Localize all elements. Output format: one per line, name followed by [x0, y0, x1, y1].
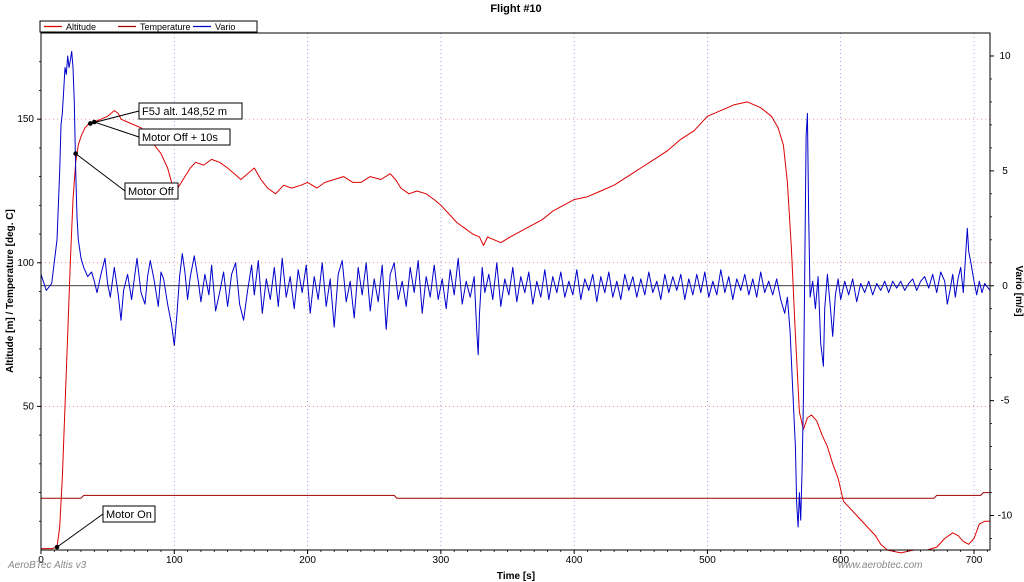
series-line-altitude — [41, 101, 990, 554]
annotation-box — [102, 505, 156, 523]
annotations-layer: F5J alt. 148,52 m Motor Off + 10s Motor Of… — [54, 102, 243, 550]
series-line-vario — [40, 50, 991, 528]
x-tick-label: 100 — [166, 555, 183, 566]
annotation-marker — [88, 121, 93, 126]
legend-box — [39, 20, 258, 33]
annotation-leader — [75, 153, 126, 192]
annotation-marker — [92, 119, 97, 125]
y-right-tick-label: 10 — [999, 51, 1011, 62]
chart-title: Flight #10 — [490, 3, 541, 15]
legend: Altitude Temperature Vario — [39, 20, 258, 33]
x-axis-title: Time [s] — [497, 571, 535, 582]
series-line-temperature — [41, 492, 990, 499]
series-layer — [40, 50, 991, 554]
y-right-tick-label: 5 — [1002, 166, 1008, 177]
x-tick-label: 600 — [832, 555, 849, 566]
annotation-label: Motor Off + 10s — [142, 132, 218, 144]
annotation-label: Motor On — [106, 509, 152, 521]
y-left-tick-label: 100 — [17, 258, 34, 269]
annotation-leader — [56, 513, 104, 548]
y-left-tick-label: 50 — [23, 401, 35, 412]
legend-label-temperature: Temperature — [140, 22, 191, 32]
ticks-layer: 0 100 200 300 400 500 600 700 50 100 150 -10 -5 0 5 10 — [17, 51, 1012, 566]
x-tick-label: 700 — [966, 555, 983, 566]
x-tick-label: 400 — [566, 555, 583, 566]
x-tick-label: 200 — [299, 555, 316, 566]
annotation-box — [138, 128, 231, 146]
legend-label-vario: Vario — [215, 22, 235, 32]
x-tick-label: 500 — [699, 555, 716, 566]
x-tick-label: 300 — [433, 555, 450, 566]
watermark-right: www.aerobtec.com — [838, 560, 922, 571]
legend-label-altitude: Altitude — [66, 22, 96, 32]
x-tick-label: 0 — [38, 555, 44, 566]
y-left-axis-title: Altitude [m] / Temperature [deg. C] — [5, 209, 16, 373]
annotation-label: F5J alt. 148,52 m — [142, 106, 227, 118]
y-right-tick-label: -5 — [1001, 396, 1010, 407]
annotation-leader — [94, 121, 140, 138]
y-right-axis-title: Vario [m/s] — [1013, 265, 1024, 316]
annotation-box — [124, 182, 179, 200]
annotation-box — [138, 102, 243, 120]
y-right-tick-label: -10 — [998, 511, 1013, 522]
annotation-leader — [90, 110, 140, 124]
watermark-left: AeroBTec Altis v3 — [7, 560, 87, 571]
annotation-marker — [73, 151, 78, 156]
annotation-marker — [54, 544, 60, 550]
y-right-tick-label: 0 — [1002, 281, 1008, 292]
annotation-label: Motor Off — [128, 186, 175, 198]
y-left-tick-label: 150 — [17, 114, 34, 125]
